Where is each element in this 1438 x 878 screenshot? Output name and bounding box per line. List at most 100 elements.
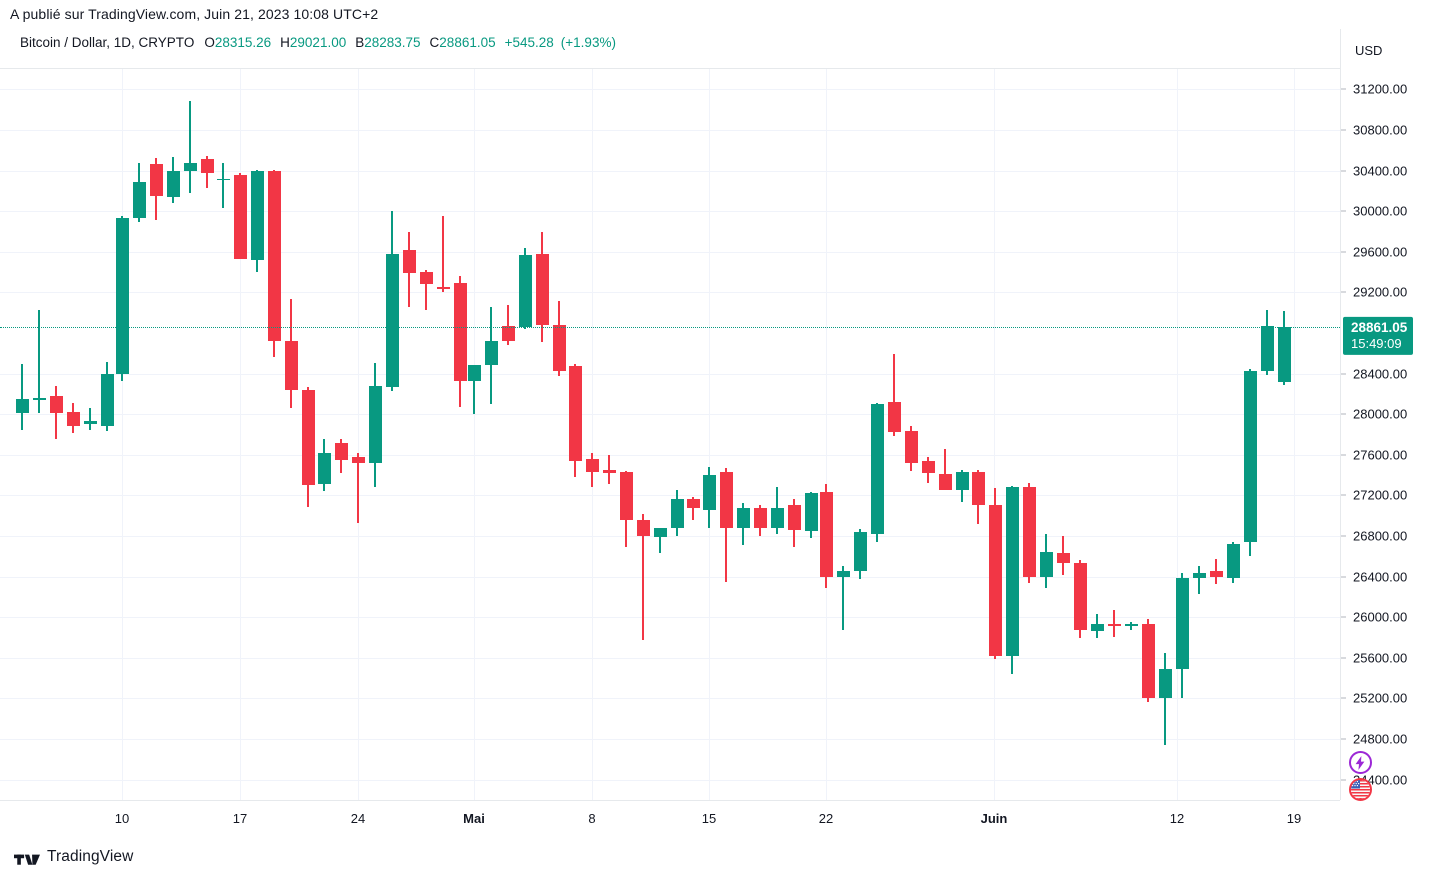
candlestick: [1158, 69, 1172, 800]
candle-body: [1124, 624, 1138, 627]
price-axis-unit: USD: [1355, 43, 1383, 58]
candle-body: [1022, 487, 1036, 577]
candle-body: [670, 499, 684, 528]
price-tick-dash: [1341, 738, 1346, 740]
candle-wick: [1113, 610, 1115, 637]
price-tick-dash: [1341, 535, 1346, 537]
candle-body: [887, 402, 901, 433]
candle-body: [1039, 552, 1053, 577]
candle-body: [853, 531, 867, 571]
price-tick-label: 24800.00: [1353, 731, 1408, 747]
time-tick-label: 8: [588, 811, 596, 826]
candle-wick: [944, 448, 946, 491]
candlestick: [83, 69, 97, 800]
candle-body: [284, 341, 298, 390]
symbol-label[interactable]: Bitcoin / Dollar, 1D, CRYPTO: [20, 35, 195, 50]
price-tick-dash: [1341, 210, 1346, 212]
price-tick-dash: [1341, 657, 1346, 659]
price-tick-label: 27600.00: [1353, 447, 1408, 463]
chart-pane[interactable]: [0, 69, 1340, 800]
candlestick: [149, 69, 163, 800]
candlestick: [166, 69, 180, 800]
candlestick: [1005, 69, 1019, 800]
candlestick: [1107, 69, 1121, 800]
price-tick-dash: [1341, 291, 1346, 293]
candle-body: [1226, 544, 1240, 578]
candle-body: [132, 181, 146, 219]
candlestick: [351, 69, 365, 800]
price-tick-label: 30400.00: [1353, 163, 1408, 179]
candle-body: [334, 442, 348, 460]
candle-body: [15, 398, 29, 414]
candle-body: [921, 460, 935, 474]
candlestick: [419, 69, 433, 800]
candlestick: [653, 69, 667, 800]
candle-body: [301, 389, 315, 486]
candlestick: [1260, 69, 1274, 800]
candle-body: [501, 325, 515, 342]
price-tick-dash: [1341, 779, 1346, 781]
candlestick: [568, 69, 582, 800]
candlestick: [1209, 69, 1223, 800]
candlestick: [736, 69, 750, 800]
time-tick-label: 19: [1286, 811, 1302, 826]
candlestick: [702, 69, 716, 800]
lightning-icon[interactable]: [1349, 751, 1372, 774]
candlestick: [484, 69, 498, 800]
current-price-value: 28861.05: [1351, 319, 1408, 335]
price-tick-dash: [1341, 88, 1346, 90]
candle-body: [1107, 624, 1121, 627]
low-value: B28283.75: [355, 35, 421, 50]
candlestick: [334, 69, 348, 800]
candlestick: [719, 69, 733, 800]
candle-body: [753, 507, 767, 528]
price-tick-dash: [1341, 697, 1346, 699]
candlestick: [518, 69, 532, 800]
gridline-vertical: [994, 69, 995, 800]
candlestick: [267, 69, 281, 800]
gridline-horizontal: [0, 211, 1340, 213]
change-percent: (+1.93%): [560, 35, 616, 50]
gridline-vertical: [1177, 69, 1178, 800]
candlestick: [1022, 69, 1036, 800]
candlestick: [971, 69, 985, 800]
candle-body: [484, 341, 498, 366]
price-tick-label: 29200.00: [1353, 284, 1408, 300]
time-axis[interactable]: 10 17 24 Mai 8 15 22 Juin 12 19: [0, 800, 1340, 838]
candle-body: [467, 365, 481, 381]
price-tick-label: 28000.00: [1353, 406, 1408, 422]
gridline-vertical: [826, 69, 827, 800]
us-flag-icon[interactable]: [1349, 778, 1372, 801]
time-tick-label: 24: [350, 811, 366, 826]
price-tick-label: 28400.00: [1353, 366, 1408, 382]
gridline-horizontal: [0, 129, 1340, 131]
candle-wick: [442, 216, 444, 293]
gridline-vertical: [1294, 69, 1295, 800]
candlestick: [501, 69, 515, 800]
gridline-horizontal: [0, 495, 1340, 497]
candle-wick: [642, 513, 644, 640]
candlestick: [585, 69, 599, 800]
candle-body: [870, 404, 884, 534]
candlestick: [200, 69, 214, 800]
gridline-horizontal: [0, 617, 1340, 619]
candlestick: [1192, 69, 1206, 800]
gridline-horizontal: [0, 698, 1340, 700]
gridline-horizontal: [0, 89, 1340, 91]
price-axis[interactable]: USD 31200.00 30800.00 30400.00 30000.00 2960…: [1340, 29, 1438, 801]
candlestick: [301, 69, 315, 800]
tradingview-footer: TradingView: [14, 848, 133, 866]
chart-legend: Bitcoin / Dollar, 1D, CRYPTO O28315.26 H…: [0, 29, 1438, 56]
candle-body: [267, 170, 281, 342]
candle-wick: [189, 101, 191, 193]
candlestick: [602, 69, 616, 800]
time-tick-label: Mai: [463, 811, 485, 826]
candle-wick: [893, 354, 895, 436]
candlestick: [49, 69, 63, 800]
candlestick: [1226, 69, 1240, 800]
gridline-horizontal: [0, 454, 1340, 456]
candle-body: [1056, 553, 1070, 564]
candle-body: [351, 456, 365, 463]
time-tick-label: 17: [232, 811, 248, 826]
price-tick-label: 30000.00: [1353, 203, 1408, 219]
